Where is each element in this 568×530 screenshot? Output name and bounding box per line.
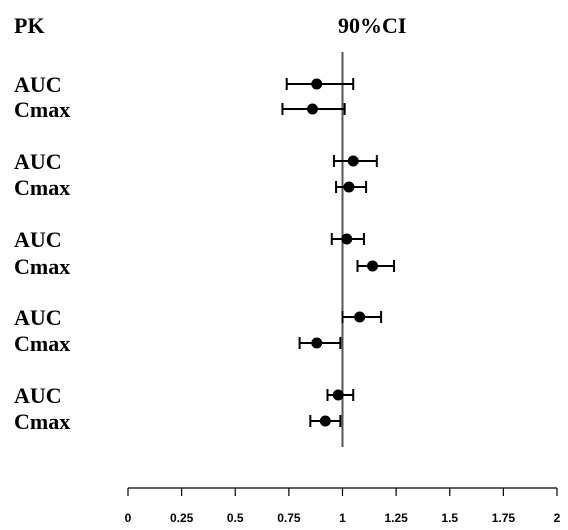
- row-label-auc: AUC: [14, 305, 62, 330]
- ci-row: [285, 78, 355, 90]
- ci-row: [281, 103, 346, 115]
- row-label-auc: AUC: [14, 227, 62, 252]
- point-estimate: [306, 103, 318, 115]
- point-estimate: [367, 260, 379, 272]
- row-label-cmax: Cmax: [14, 409, 70, 434]
- point-estimate: [311, 78, 323, 90]
- row-label-cmax: Cmax: [14, 331, 70, 356]
- x-tick-label: 1: [339, 511, 346, 525]
- x-tick-label: 2: [554, 511, 561, 525]
- point-estimate: [343, 181, 355, 193]
- x-tick-label: 0: [125, 511, 132, 525]
- point-estimate: [332, 389, 344, 401]
- point-estimate: [347, 155, 359, 167]
- point-estimate: [311, 337, 323, 349]
- ci-row: [298, 337, 342, 349]
- x-tick-label: 0.5: [227, 511, 244, 525]
- ci-row: [356, 260, 395, 272]
- ci-row: [326, 389, 355, 401]
- header-pk: PK: [14, 13, 45, 38]
- point-estimate: [354, 311, 366, 323]
- ci-row: [341, 311, 383, 323]
- header-ci: 90%CI: [338, 13, 406, 38]
- x-tick-label: 0.25: [170, 511, 194, 525]
- ci-row: [335, 181, 368, 193]
- row-label-auc: AUC: [14, 383, 62, 408]
- row-label-cmax: Cmax: [14, 254, 70, 279]
- x-tick-label: 1.25: [384, 511, 408, 525]
- ci-row: [309, 415, 342, 427]
- x-tick-label: 1.75: [492, 511, 516, 525]
- ci-row: [330, 233, 365, 245]
- row-label-auc: AUC: [14, 149, 62, 174]
- marks-layer: [281, 78, 395, 427]
- ci-row: [332, 155, 378, 167]
- x-tick-label: 1.5: [441, 511, 458, 525]
- x-axis: 0 0.25 0.5 0.75 1 1.25 1.5 1.75 2: [125, 487, 561, 525]
- row-label-auc: AUC: [14, 72, 62, 97]
- point-estimate: [319, 415, 331, 427]
- row-label-cmax: Cmax: [14, 175, 70, 200]
- point-estimate: [341, 233, 353, 245]
- row-label-cmax: Cmax: [14, 97, 70, 122]
- x-tick-label: 0.75: [277, 511, 301, 525]
